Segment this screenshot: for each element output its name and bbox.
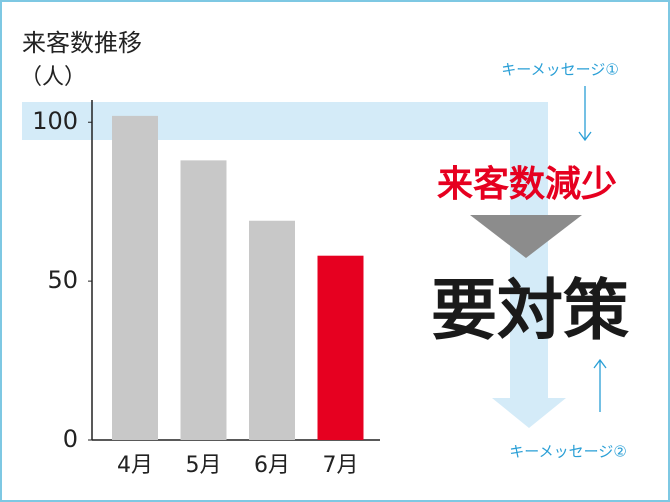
key-message-1: キーメッセージ① — [501, 61, 619, 79]
x-tick-label: 6月 — [254, 453, 290, 478]
bar — [180, 160, 227, 440]
x-tick-label: 5月 — [186, 453, 222, 478]
action-text: 要対策 — [431, 272, 629, 349]
key-message-2: キーメッセージ② — [509, 443, 627, 461]
pointer-arrow — [593, 358, 607, 412]
y-tick-label: 100 — [32, 107, 78, 135]
bar — [249, 220, 295, 440]
chart-title: 来客数推移 — [22, 29, 142, 57]
y-tick-label: 50 — [47, 266, 78, 294]
bar — [112, 115, 158, 440]
y-tick-label: 0 — [63, 425, 78, 453]
x-tick-label: 4月 — [117, 453, 153, 478]
highlight-arrow — [22, 102, 566, 428]
down-triangle — [470, 215, 582, 258]
pointer-arrow — [578, 86, 592, 142]
x-tick-label: 7月 — [323, 453, 359, 478]
headline: 来客数減少 — [437, 164, 617, 205]
bar — [317, 255, 364, 440]
y-axis-label: （人） — [20, 65, 86, 90]
